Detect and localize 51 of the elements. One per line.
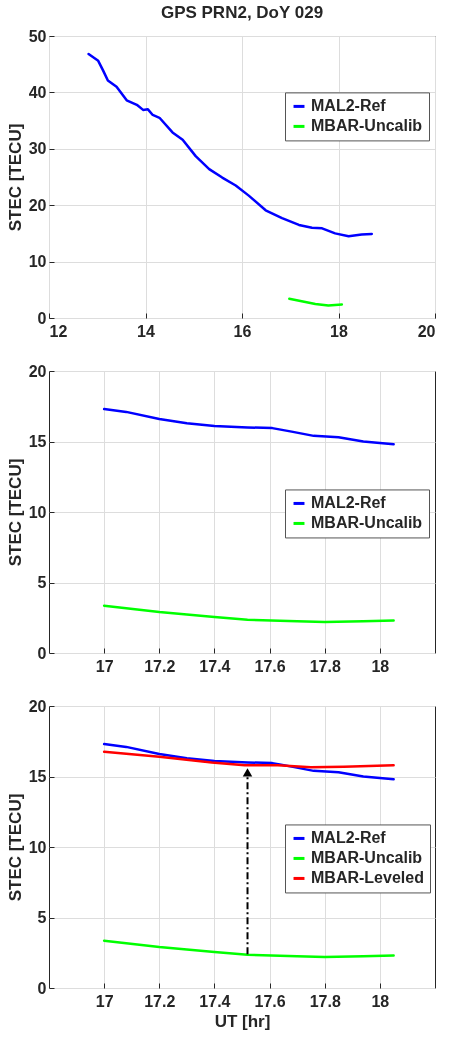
line-series: [288, 297, 344, 307]
x-axis-title: UT [hr]: [214, 1011, 271, 1031]
x-tick-label: 17.8: [309, 657, 341, 675]
line-series: [102, 750, 395, 769]
x-tick-label: 17: [95, 657, 114, 675]
line-series: [102, 407, 395, 446]
legend-label: MBAR-Leveled: [311, 869, 424, 887]
legend-label: MBAR-Uncalib: [311, 849, 423, 867]
y-tick-label: 5: [37, 574, 47, 591]
line-series: [102, 939, 395, 959]
y-tick-label: 0: [37, 644, 47, 662]
x-tick-label: 18: [371, 657, 390, 675]
x-tick-label: 14: [137, 322, 155, 340]
x-tick-label: 17.8: [309, 992, 341, 1010]
y-tick-label: 10: [28, 253, 47, 271]
y-tick-label: 5: [37, 909, 47, 926]
y-tick-label: 10: [28, 838, 47, 856]
y-tick-label: 50: [28, 27, 47, 45]
y-axis-title: STEC [TECU]: [5, 458, 25, 567]
x-tick-label: 17: [95, 992, 114, 1010]
y-axis-title: STEC [TECU]: [5, 793, 25, 902]
x-tick-label: 17.2: [144, 992, 176, 1010]
y-tick-label: 20: [28, 697, 47, 715]
y-tick-label: 0: [37, 979, 47, 997]
y-tick-label: 0: [37, 309, 47, 327]
line-series: [102, 742, 395, 781]
line-series: [102, 604, 395, 624]
legend-label: MBAR-Uncalib: [311, 514, 423, 532]
x-tick-label: 18: [330, 322, 348, 340]
y-tick-label: 10: [28, 503, 47, 521]
y-tick-label: 40: [28, 83, 47, 101]
x-tick-label: 17.6: [254, 657, 286, 675]
x-tick-label: 17.2: [144, 657, 176, 675]
x-tick-label: 16: [233, 322, 252, 340]
x-tick-label: 17.4: [199, 657, 231, 675]
y-tick-label: 20: [28, 196, 47, 214]
x-tick-label: 17.4: [199, 992, 231, 1010]
y-tick-label: 15: [28, 768, 47, 785]
x-tick-label: 12: [49, 322, 68, 340]
x-tick-label: 17.6: [254, 992, 286, 1010]
x-tick-label: 18: [371, 992, 390, 1010]
y-tick-label: 15: [28, 433, 47, 450]
legend-label: MAL2-Ref: [311, 494, 387, 512]
legend-label: MBAR-Uncalib: [311, 117, 423, 135]
y-tick-label: 20: [28, 362, 47, 380]
x-tick-label: 20: [417, 322, 436, 340]
legend-label: MAL2-Ref: [311, 97, 387, 115]
y-tick-label: 30: [28, 140, 47, 158]
legend-label: MAL2-Ref: [311, 829, 387, 847]
chart-title: GPS PRN2, DoY 029: [160, 3, 324, 22]
y-axis-title: STEC [TECU]: [5, 123, 25, 232]
